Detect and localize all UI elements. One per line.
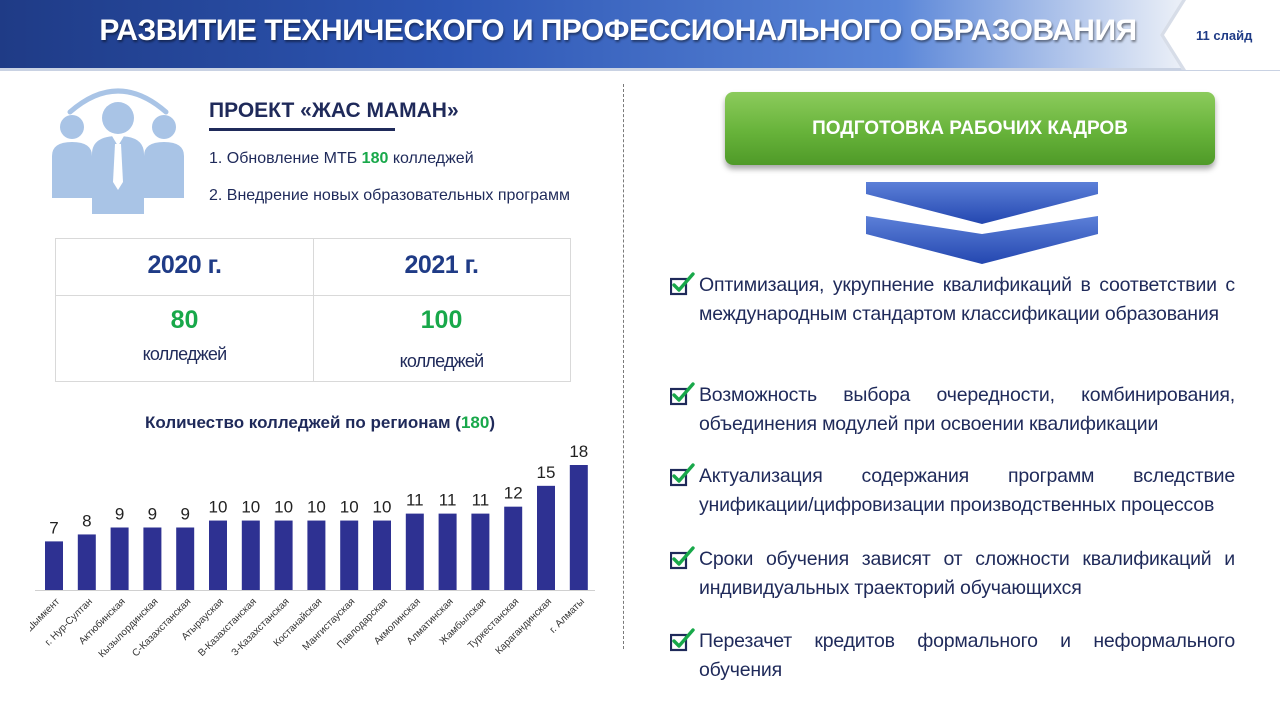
column-divider — [623, 84, 624, 649]
chart-bar — [45, 541, 63, 590]
chart-bar — [340, 520, 359, 590]
chart-data-label: 11 — [439, 491, 457, 510]
chart-category-label: Кызылординская — [97, 596, 161, 660]
chart-category-label: Карагандинская — [494, 596, 554, 656]
chart-data-label: 10 — [209, 498, 228, 517]
chart-bar — [504, 506, 523, 590]
chart-data-label: 11 — [472, 491, 490, 510]
people-group-icon — [52, 88, 184, 214]
chart-data-label: 11 — [406, 491, 424, 510]
chart-bar — [241, 520, 260, 590]
chart-data-label: 10 — [307, 498, 326, 517]
bullet-item: Оптимизация, укрупнение квалификаций в с… — [670, 271, 1235, 329]
table-divider-vertical — [313, 239, 314, 381]
header-bar: РАЗВИТИЕ ТЕХНИЧЕСКОГО И ПРОФЕССИОНАЛЬНОГ… — [0, 0, 1280, 71]
project-item-mtb-suffix: колледжей — [388, 150, 474, 167]
chart-bar — [307, 520, 326, 590]
project-item-mtb: 1. Обновление МТБ 180 колледжей — [209, 150, 474, 168]
chart-title: Количество колледжей по регионам (180) — [55, 413, 585, 433]
chart-bar — [405, 513, 424, 590]
chart-bar — [110, 527, 129, 590]
chart-category-label: С-Казахстанская — [130, 596, 193, 659]
bullet-text: Актуализация содержания программ вследст… — [699, 465, 1235, 516]
double-chevron-down-icon — [866, 182, 1098, 264]
chart-bar — [373, 520, 391, 590]
bullet-item: Возможность выбора очередности, комбинир… — [670, 381, 1235, 439]
project-title-underline — [209, 128, 395, 131]
project-item-mtb-number: 180 — [361, 150, 389, 167]
slide-number: 11 слайд — [1196, 28, 1253, 43]
chart-category-label: В-Казахстанская — [196, 596, 259, 659]
chart-title-prefix: Количество колледжей по регионам ( — [145, 413, 461, 432]
chart-data-label: 10 — [274, 498, 293, 517]
chart-data-label: 10 — [373, 498, 392, 517]
bullet-text: Сроки обучения зависят от сложности квал… — [699, 548, 1235, 599]
colleges-2020-unit: колледжей — [142, 344, 228, 364]
chart-data-label: 8 — [82, 511, 91, 530]
year-2020-header: 2020 г. — [147, 251, 222, 279]
chart-title-suffix: ) — [489, 413, 495, 432]
checkbox-checked-icon — [670, 463, 695, 487]
checkbox-checked-icon — [670, 628, 695, 652]
chart-bar — [209, 520, 227, 590]
chart-bar — [176, 527, 195, 590]
checkbox-checked-icon — [670, 546, 695, 570]
bullet-text: Возможность выбора очередности, комбинир… — [699, 384, 1235, 435]
training-workers-banner: ПОДГОТОВКА РАБОЧИХ КАДРОВ — [725, 92, 1215, 165]
project-title: ПРОЕКТ «ЖАС МАМАН» — [209, 99, 459, 122]
project-item-mtb-prefix: 1. Обновление МТБ — [209, 150, 362, 167]
chart-data-label: 7 — [49, 518, 58, 537]
chart-data-label: 12 — [504, 484, 523, 503]
stats-table: 2020 г. 2021 г. 80 колледжей 100 колледж… — [55, 238, 571, 382]
page-title: РАЗВИТИЕ ТЕХНИЧЕСКОГО И ПРОФЕССИОНАЛЬНОГ… — [99, 14, 1137, 47]
chart-data-label: 9 — [115, 505, 124, 524]
chart-bar — [274, 520, 293, 590]
chart-bar — [438, 513, 457, 590]
chart-bar — [569, 465, 588, 590]
chart-bar — [471, 513, 490, 590]
colleges-2020-value: 80 — [170, 306, 199, 334]
chart-bar — [537, 485, 555, 590]
colleges-2021-unit: колледжей — [399, 351, 485, 371]
chart-bar — [77, 534, 96, 590]
training-workers-label: ПОДГОТОВКА РАБОЧИХ КАДРОВ — [812, 118, 1128, 139]
chart-data-label: 9 — [180, 505, 189, 524]
colleges-2021-value: 100 — [420, 306, 463, 334]
chart-data-label: 10 — [241, 498, 260, 517]
chart-category-label: З-Казахстанская — [230, 596, 292, 658]
slide-number-tab — [1160, 0, 1280, 70]
chart-category-label: г. Алматы — [548, 596, 587, 635]
chart-data-label: 9 — [148, 505, 157, 524]
bullet-item: Сроки обучения зависят от сложности квал… — [670, 545, 1235, 603]
bullet-text: Оптимизация, укрупнение квалификаций в с… — [699, 274, 1235, 325]
chart-data-label: 10 — [340, 498, 359, 517]
checkbox-checked-icon — [670, 272, 695, 296]
bullet-item: Актуализация содержания программ вследст… — [670, 462, 1235, 520]
bullet-item: Перезачет кредитов формального и неформа… — [670, 627, 1235, 685]
checkbox-checked-icon — [670, 382, 695, 406]
header-band — [0, 0, 1280, 70]
bullet-text: Перезачет кредитов формального и неформа… — [699, 630, 1235, 681]
project-item-programs: 2. Внедрение новых образовательных прогр… — [209, 187, 570, 204]
header-shadow — [0, 68, 1280, 71]
chart-data-label: 15 — [537, 463, 556, 482]
table-divider-horizontal — [56, 295, 570, 296]
chart-data-label: 18 — [569, 442, 588, 461]
chart-bar — [143, 527, 162, 590]
year-2021-header: 2021 г. — [404, 251, 479, 279]
chart-title-number: 180 — [460, 413, 490, 432]
